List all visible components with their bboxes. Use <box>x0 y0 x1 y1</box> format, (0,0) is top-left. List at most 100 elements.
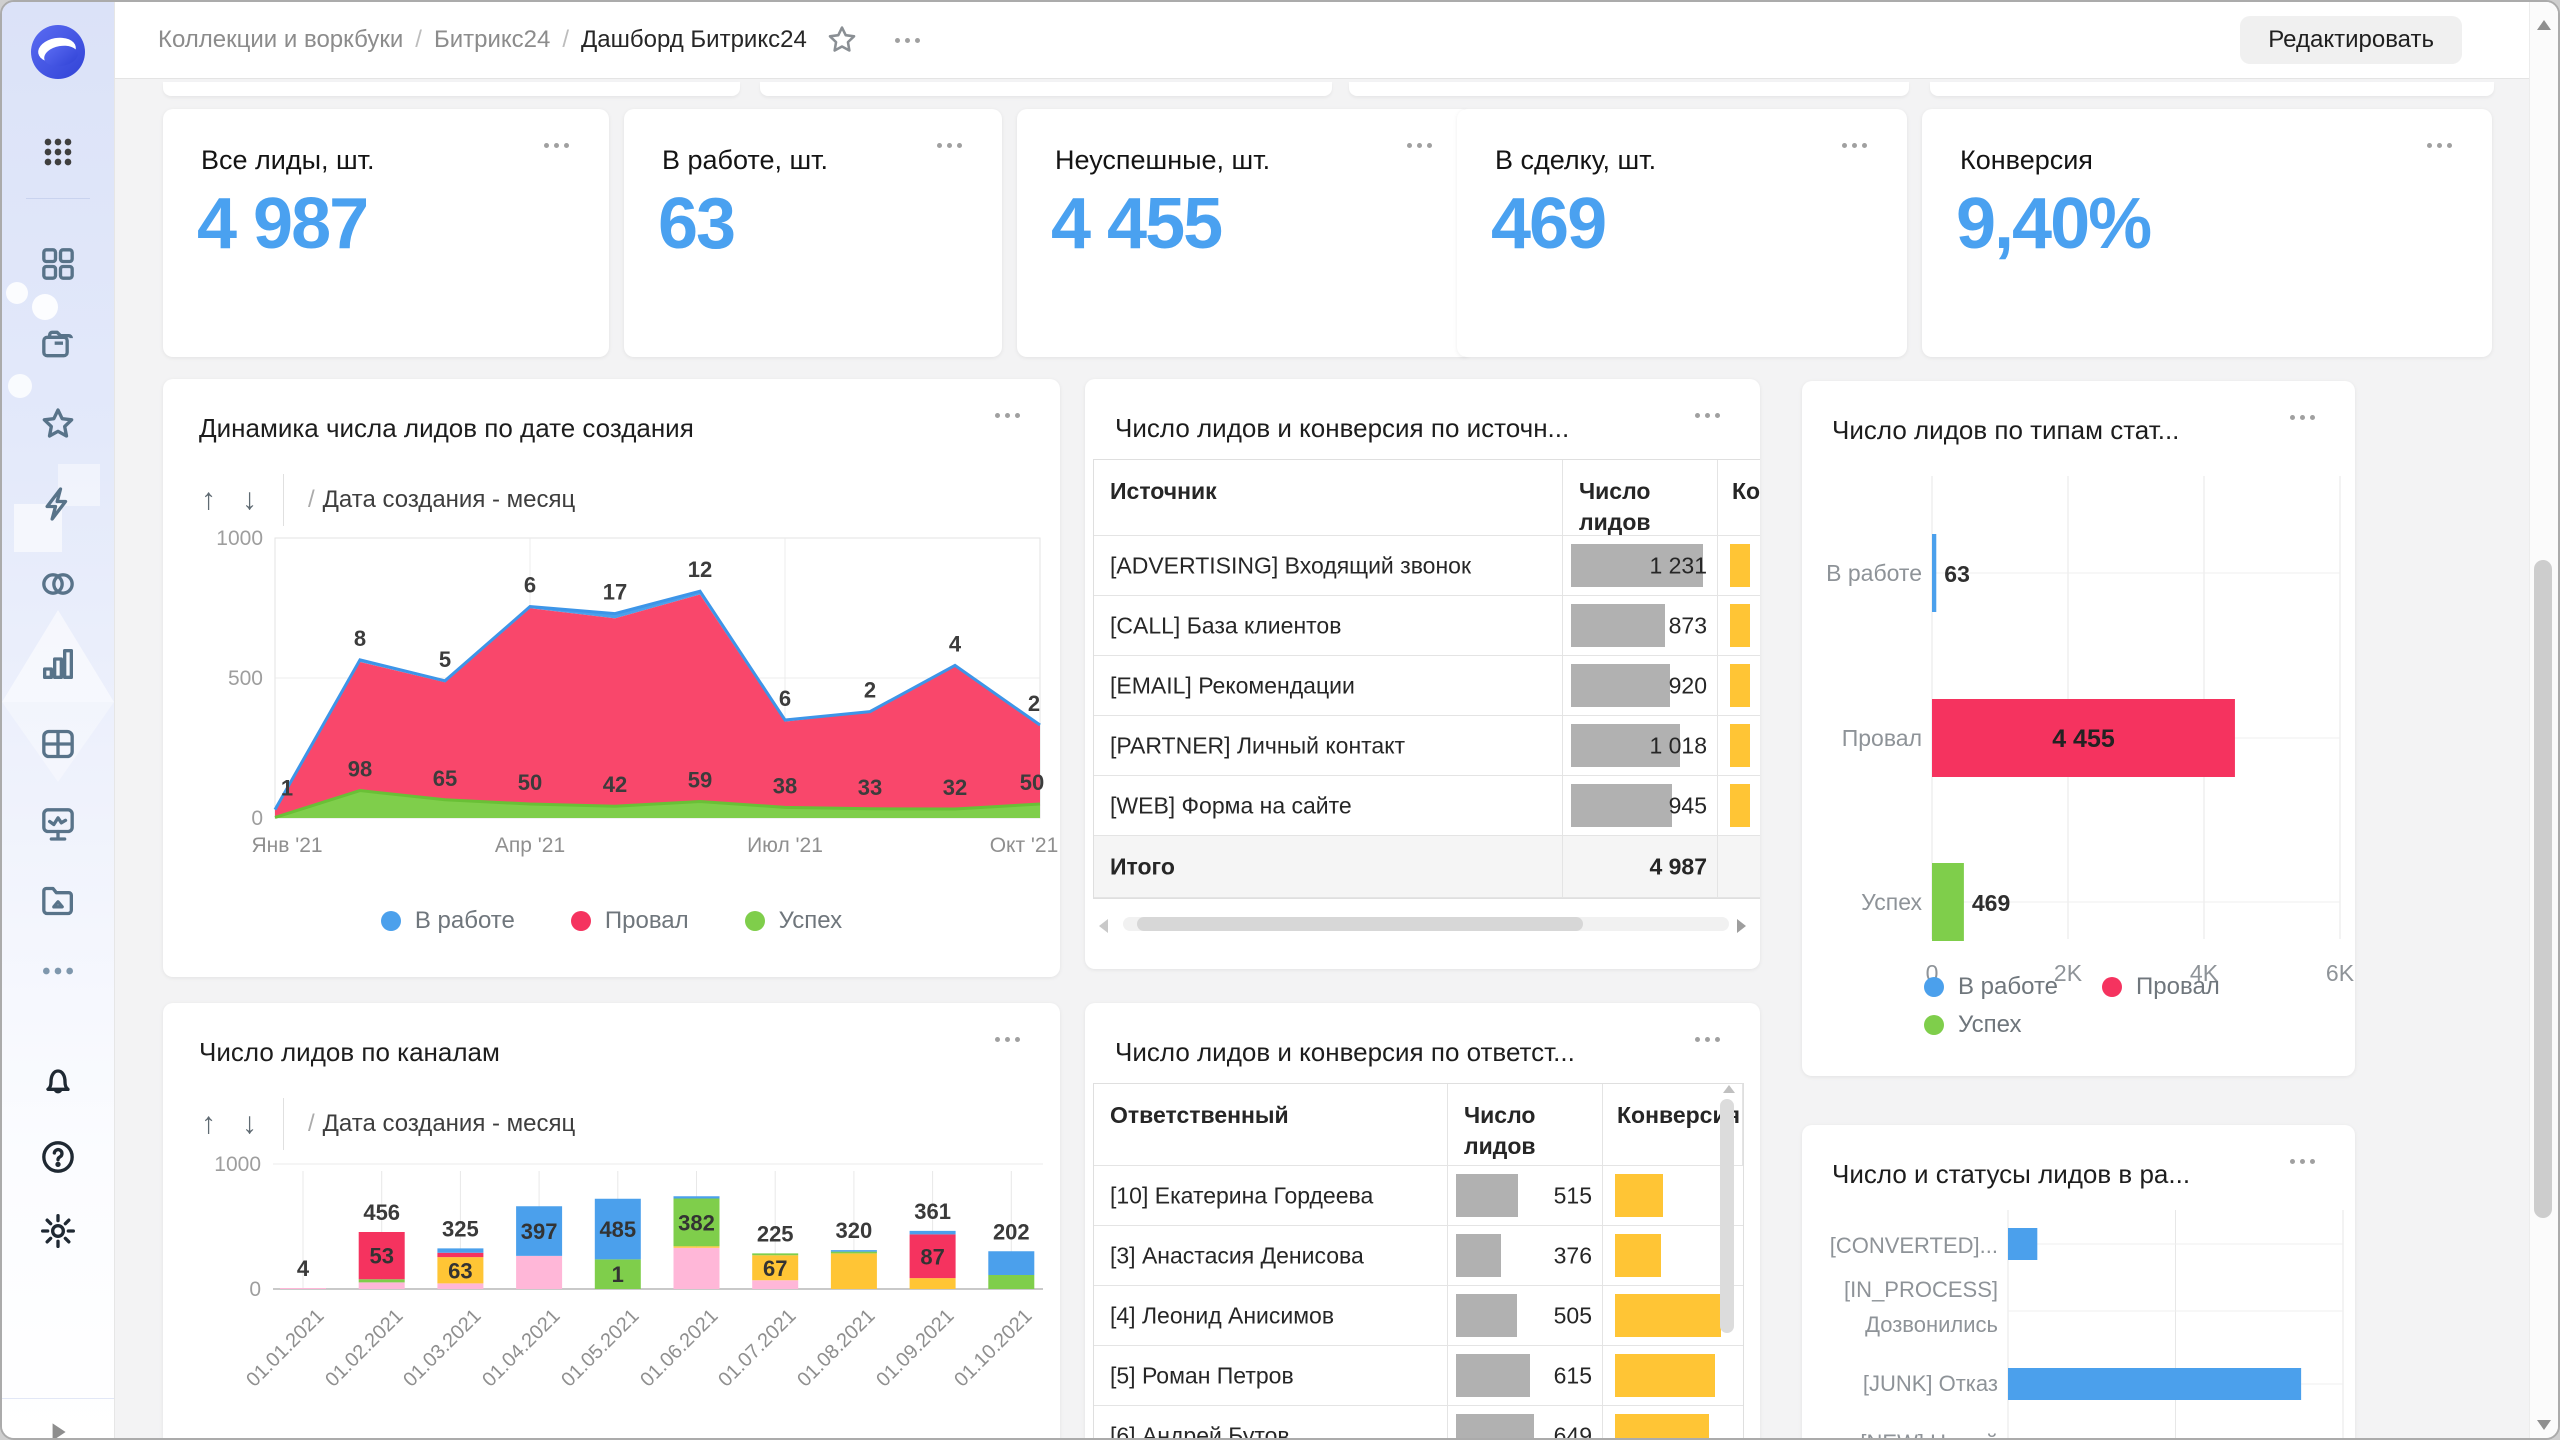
legend-label: Успех <box>778 907 843 934</box>
sort-asc-icon[interactable]: ↑ <box>201 483 216 516</box>
column-header[interactable]: Ответственный <box>1094 1084 1448 1165</box>
dashboards-icon[interactable] <box>36 802 80 846</box>
storage-icon[interactable] <box>36 879 80 923</box>
column-header[interactable]: Число лидов <box>1563 460 1718 535</box>
card-menu-button[interactable] <box>989 407 1026 424</box>
table-row: [3] Анастасия Денисова 376 <box>1094 1226 1743 1286</box>
breadcrumb-dashboard: Дашборд Битрикс24 <box>581 26 807 53</box>
conversion-bar <box>1615 1294 1721 1337</box>
card-menu-button[interactable] <box>989 1031 1026 1048</box>
card-menu-button[interactable] <box>2284 409 2321 426</box>
sort-desc-icon[interactable]: ↓ <box>242 1107 257 1140</box>
svg-text:Янв '21: Янв '21 <box>251 834 322 857</box>
legend-item[interactable]: В работе <box>380 907 515 935</box>
conversion-cell <box>1718 776 1760 835</box>
card-leads-by-responsible: Число лидов и конверсия по ответст... От… <box>1085 1003 1760 1438</box>
notifications-icon[interactable] <box>36 1059 80 1103</box>
card-menu-button[interactable] <box>2284 1153 2321 1170</box>
workbooks-icon[interactable] <box>36 322 80 366</box>
breadcrumb-separator: / <box>562 26 570 53</box>
svg-text:4: 4 <box>297 1256 310 1281</box>
drilldown-label[interactable]: / Дата создания - месяц <box>308 486 576 513</box>
sort-desc-icon[interactable]: ↓ <box>242 483 257 516</box>
svg-text:Апр '21: Апр '21 <box>495 834 565 857</box>
kpi-title: Все лиды, шт. <box>201 145 375 175</box>
scroll-left-icon[interactable] <box>1099 919 1108 933</box>
card-menu-button[interactable] <box>1689 407 1726 424</box>
count-bar <box>1456 1174 1518 1217</box>
svg-text:42: 42 <box>603 772 627 797</box>
collections-icon[interactable] <box>36 242 80 286</box>
legend-item[interactable]: Провал <box>2102 973 2220 1001</box>
count-bar <box>1456 1294 1517 1337</box>
edit-button[interactable]: Редактировать <box>2240 16 2462 64</box>
scrollbar-down-icon[interactable] <box>2537 1420 2551 1430</box>
table-row: [CALL] База клиентов 873 <box>1094 596 1760 656</box>
total-label: Итого <box>1094 836 1563 897</box>
scrollbar-up-icon[interactable] <box>2537 20 2551 30</box>
help-icon[interactable] <box>36 1135 80 1179</box>
card-menu-button[interactable] <box>538 137 575 154</box>
breadcrumb-separator: / <box>415 26 422 53</box>
scrollbar-thumb[interactable] <box>2534 560 2552 1218</box>
apps-grid-icon[interactable] <box>36 130 80 174</box>
breadcrumb-collections[interactable]: Коллекции и воркбуки <box>158 26 404 53</box>
drilldown-label[interactable]: / Дата создания - месяц <box>308 1110 576 1137</box>
breadcrumb: Коллекции и воркбуки / Битрикс24 / Дашбо… <box>158 26 807 54</box>
svg-text:361: 361 <box>914 1199 951 1224</box>
legend-item[interactable]: Успех <box>1924 1011 2021 1039</box>
scroll-up-icon[interactable] <box>1723 1085 1735 1093</box>
sort-asc-icon[interactable]: ↑ <box>201 1107 216 1140</box>
column-header[interactable]: Конверсия <box>1603 1084 1743 1165</box>
legend-label: В работе <box>1958 973 2059 1000</box>
favorite-star-icon[interactable] <box>825 23 859 57</box>
legend-item[interactable]: Успех <box>744 907 843 935</box>
conversion-cell <box>1603 1286 1743 1345</box>
chart-toolbar: ↑ ↓ / Дата создания - месяц <box>201 1098 576 1150</box>
row-label: [WEB] Форма на сайте <box>1094 776 1563 835</box>
scroll-right-icon[interactable] <box>1737 919 1746 933</box>
breadcrumb-workbook[interactable]: Битрикс24 <box>433 26 551 53</box>
datasets-icon[interactable] <box>36 722 80 766</box>
svg-text:63: 63 <box>1944 561 1970 587</box>
table-horizontal-scrollbar[interactable] <box>1123 917 1729 931</box>
legend-item[interactable]: Провал <box>570 907 689 935</box>
card-menu-button[interactable] <box>931 137 968 154</box>
leads-count-cell: 515 <box>1448 1166 1603 1225</box>
header-menu-button[interactable] <box>889 32 926 49</box>
card-menu-button[interactable] <box>1689 1031 1726 1048</box>
page-scrollbar[interactable] <box>2529 2 2558 1438</box>
conversion-cell <box>1718 656 1760 715</box>
expand-icon[interactable] <box>36 1410 80 1438</box>
svg-text:63: 63 <box>448 1258 472 1283</box>
count-bar <box>1571 724 1680 767</box>
column-header[interactable]: Число лидов <box>1448 1084 1603 1165</box>
datalens-logo[interactable] <box>30 24 86 80</box>
card-menu-button[interactable] <box>2421 137 2458 154</box>
card-remnant <box>1930 82 2494 96</box>
more-icon[interactable] <box>36 949 80 993</box>
column-header[interactable]: Источник <box>1094 460 1563 535</box>
charts-icon[interactable] <box>36 642 80 686</box>
legend-item[interactable]: В работе <box>1924 973 2058 1001</box>
svg-text:33: 33 <box>858 775 882 800</box>
kpi-value: 4 455 <box>1051 184 1223 264</box>
favorites-icon[interactable] <box>36 402 80 446</box>
card-menu-button[interactable] <box>1836 137 1873 154</box>
data-table: Ответственный Число лидов Конверсия [10] Ек… <box>1093 1083 1744 1438</box>
leads-count-cell: 1 018 <box>1563 716 1718 775</box>
settings-icon[interactable] <box>36 1209 80 1253</box>
lightning-icon[interactable] <box>36 482 80 526</box>
card-menu-button[interactable] <box>1401 137 1438 154</box>
table-vertical-scrollbar[interactable] <box>1720 1099 1734 1333</box>
svg-text:202: 202 <box>993 1219 1030 1244</box>
row-label: [4] Леонид Анисимов <box>1094 1286 1448 1345</box>
column-header[interactable]: Конверсия <box>1718 460 1760 535</box>
conversion-bar <box>1730 544 1750 587</box>
leads-count-cell: 649 <box>1448 1406 1603 1438</box>
table-row: [10] Екатерина Гордеева 515 <box>1094 1166 1743 1226</box>
connections-icon[interactable] <box>36 562 80 606</box>
svg-text:485: 485 <box>599 1217 636 1242</box>
